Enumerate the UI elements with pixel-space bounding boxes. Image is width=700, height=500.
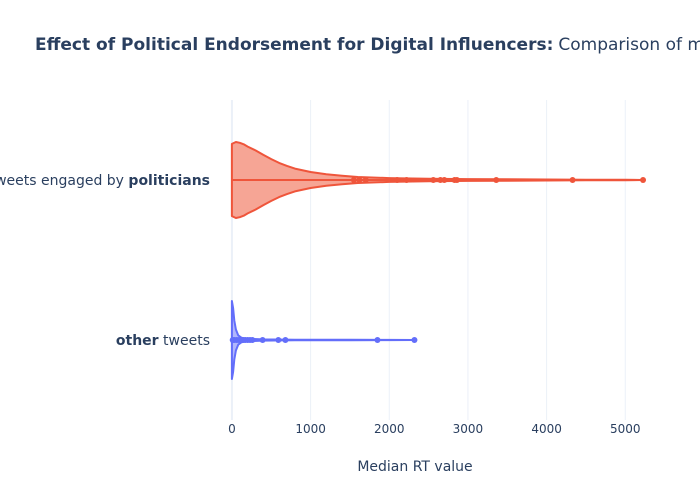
data-point[interactable]: [441, 177, 448, 183]
data-point[interactable]: [394, 177, 401, 183]
x-tick-label: 2000: [374, 422, 405, 436]
data-point[interactable]: [249, 337, 256, 343]
data-point[interactable]: [275, 337, 282, 343]
data-point[interactable]: [356, 177, 363, 183]
data-point[interactable]: [453, 177, 460, 183]
data-point[interactable]: [493, 177, 500, 183]
x-tick-labels: 0 1000 2000 3000 4000 5000: [228, 422, 640, 436]
violins: [229, 141, 647, 380]
data-point[interactable]: [259, 337, 266, 343]
category-label-bold: politicians: [128, 173, 210, 189]
chart-title-bold: Effect of Political Endorsement for Digi…: [35, 35, 553, 55]
gridlines: [230, 100, 626, 420]
category-label-prefix: tweets engaged by: [0, 173, 128, 189]
data-point[interactable]: [403, 177, 410, 183]
category-label: other tweets: [116, 333, 210, 349]
x-tick-label: 3000: [453, 422, 484, 436]
data-point[interactable]: [430, 177, 437, 183]
chart-title-rest: Comparison of median retweets: [558, 35, 700, 55]
data-point[interactable]: [282, 337, 289, 343]
x-tick-label: 1000: [295, 422, 326, 436]
x-tick-label: 0: [228, 422, 236, 436]
data-point[interactable]: [350, 177, 357, 183]
x-tick-label: 5000: [610, 422, 641, 436]
chart-title: Effect of Political Endorsement for Digi…: [35, 35, 700, 55]
category-label: tweets engaged by politicians: [0, 173, 210, 189]
data-point[interactable]: [640, 177, 647, 183]
violin-series-1: [229, 300, 418, 380]
violin-series-0: [230, 141, 647, 219]
category-labels: tweets engaged by politicians other tweet…: [0, 173, 210, 349]
data-point[interactable]: [362, 177, 369, 183]
category-label-suffix: tweets: [159, 333, 210, 349]
data-point[interactable]: [411, 337, 418, 343]
x-axis-title: Median RT value: [357, 459, 472, 475]
category-label-bold: other: [116, 333, 159, 349]
data-point[interactable]: [569, 177, 576, 183]
data-point[interactable]: [374, 337, 381, 343]
x-tick-label: 4000: [531, 422, 562, 436]
